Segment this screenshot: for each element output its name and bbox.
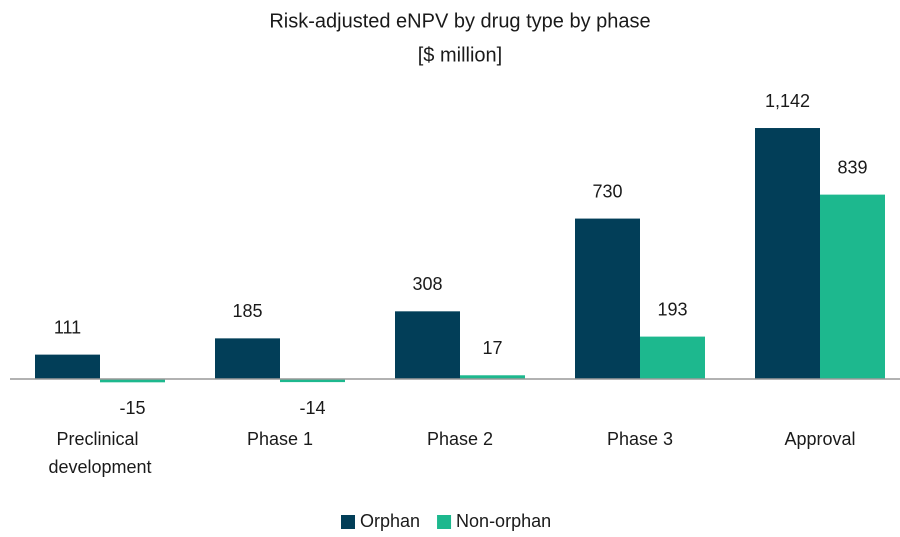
bar <box>395 311 460 380</box>
data-label: 17 <box>482 338 502 358</box>
data-label: 111 <box>54 317 81 337</box>
bar <box>575 218 640 380</box>
bar <box>215 338 280 380</box>
data-label: 1,142 <box>765 91 810 111</box>
data-label: 730 <box>592 181 622 201</box>
legend-label: Non-orphan <box>456 511 551 531</box>
chart-title: Risk-adjusted eNPV by drug type by phase <box>269 10 650 32</box>
data-label: 839 <box>837 157 867 177</box>
legend-swatch <box>437 515 452 529</box>
bar <box>460 375 525 380</box>
bar <box>100 379 165 383</box>
legend-swatch <box>341 515 355 529</box>
legend-label: Orphan <box>360 511 420 531</box>
bar <box>640 336 705 380</box>
data-label: 193 <box>657 299 687 319</box>
data-label: 308 <box>412 274 442 294</box>
chart-subtitle: [$ million] <box>418 44 502 66</box>
bar <box>280 379 345 383</box>
data-label: 185 <box>232 301 262 321</box>
data-label: -15 <box>119 398 145 418</box>
bar <box>35 354 100 380</box>
bar <box>820 194 885 380</box>
x-tick-label: Preclinical development <box>48 429 151 477</box>
x-tick-label: Phase 1 <box>247 429 313 449</box>
bar <box>755 128 820 380</box>
x-tick-label: Approval <box>784 429 855 449</box>
data-label: -14 <box>299 398 325 418</box>
x-tick-label: Phase 3 <box>607 429 673 449</box>
x-tick-label: Phase 2 <box>427 429 493 449</box>
